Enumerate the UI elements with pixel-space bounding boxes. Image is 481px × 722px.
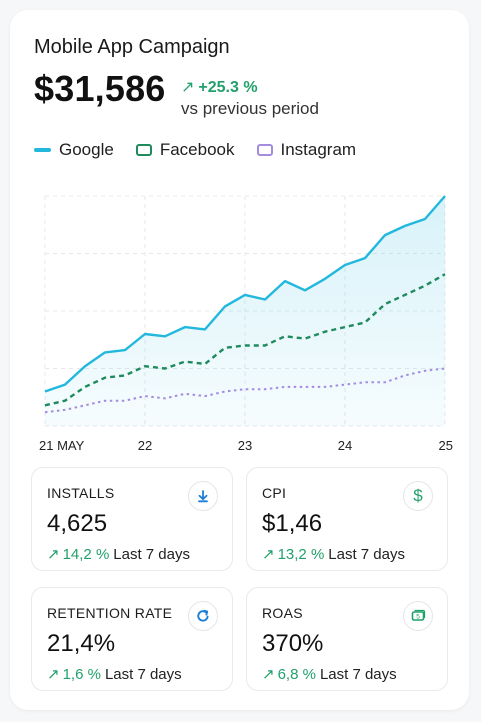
kpi-installs[interactable]: INSTALLS 4,625 ↗ 14,2 % Last 7 days [31,467,233,571]
kpi-value: $1,46 [262,510,323,537]
kpi-cpi[interactable]: CPI $1,46 ↗ 13,2 % Last 7 days $ [246,467,448,571]
chart-series [44,195,446,414]
download-icon[interactable] [188,481,218,511]
kpi-change: ↗ 13,2 % Last 7 days [262,545,405,563]
kpi-label: ROAS [262,605,303,621]
kpi-period: Last 7 days [328,546,405,563]
dollar-icon[interactable]: $ [403,481,433,511]
kpi-period: Last 7 days [319,666,397,683]
kpi-change-value: 1,6 % [62,666,101,683]
x-tick-label: 24 [338,438,352,451]
kpi-period: Last 7 days [113,546,190,563]
kpi-value: 21,4% [47,630,116,657]
instagram-swatch-icon [256,144,273,156]
legend-item-instagram[interactable]: Instagram [256,140,357,160]
google-area [45,196,445,426]
kpi-change: ↗ 6,8 % Last 7 days [262,665,397,683]
arrow-up-right-icon: ↗ [262,546,275,563]
kpi-change: ↗ 1,6 % Last 7 days [47,665,182,683]
total-change: ↗ +25.3 % [181,77,258,97]
kpi-retention-rate[interactable]: RETENTION RATE 21,4% ↗ 1,6 % Last 7 days [31,587,233,691]
x-axis-ticks: 21 MAY 22 23 24 25 [39,438,453,451]
series-line-facebook [44,273,446,407]
campaign-title: Mobile App Campaign [34,36,230,58]
arrow-up-right-icon: ↗ [47,666,60,683]
kpi-period: Last 7 days [104,666,182,683]
total-amount: $31,586 [34,68,166,109]
refresh-icon[interactable] [188,601,218,631]
legend-item-facebook[interactable]: Facebook [135,140,235,160]
chart-legend: Google Facebook Instagram [34,140,378,160]
kpi-change: ↗ 14,2 % Last 7 days [47,545,190,563]
legend-item-google[interactable]: Google [34,140,114,160]
google-swatch-icon [34,148,51,152]
series-line-instagram [44,367,446,414]
kpi-change-value: 13,2 % [277,546,325,563]
kpi-label: INSTALLS [47,485,115,501]
x-tick-label: 25 [439,438,453,451]
x-tick-label: 22 [138,438,152,451]
arrow-up-right-icon: ↗ [181,79,195,96]
kpi-value: 370% [262,630,324,657]
legend-label-google: Google [59,140,114,159]
x-tick-label: 21 MAY [39,438,85,451]
legend-label-instagram: Instagram [280,140,357,159]
arrow-up-right-icon: ↗ [262,666,275,683]
series-line-google [44,195,446,393]
kpi-label: RETENTION RATE [47,605,173,621]
kpi-label: CPI [262,485,287,501]
svg-text:5: 5 [416,614,420,621]
line-chart: 21 MAY 22 23 24 25 [39,195,453,451]
change-caption: vs previous period [181,99,319,118]
total-change-value: +25.3 % [198,79,258,96]
kpi-change-value: 6,8 % [277,666,316,683]
kpi-value: 4,625 [47,510,108,537]
x-tick-label: 23 [238,438,252,451]
kpi-roas[interactable]: ROAS 370% ↗ 6,8 % Last 7 days 5 [246,587,448,691]
arrow-up-right-icon: ↗ [47,546,60,563]
campaign-card: Mobile App Campaign $31,586 ↗ +25.3 % vs … [10,10,469,710]
cash-icon[interactable]: 5 [403,601,433,631]
kpi-change-value: 14,2 % [62,546,110,563]
legend-label-facebook: Facebook [159,140,235,159]
facebook-swatch-icon [135,144,152,156]
